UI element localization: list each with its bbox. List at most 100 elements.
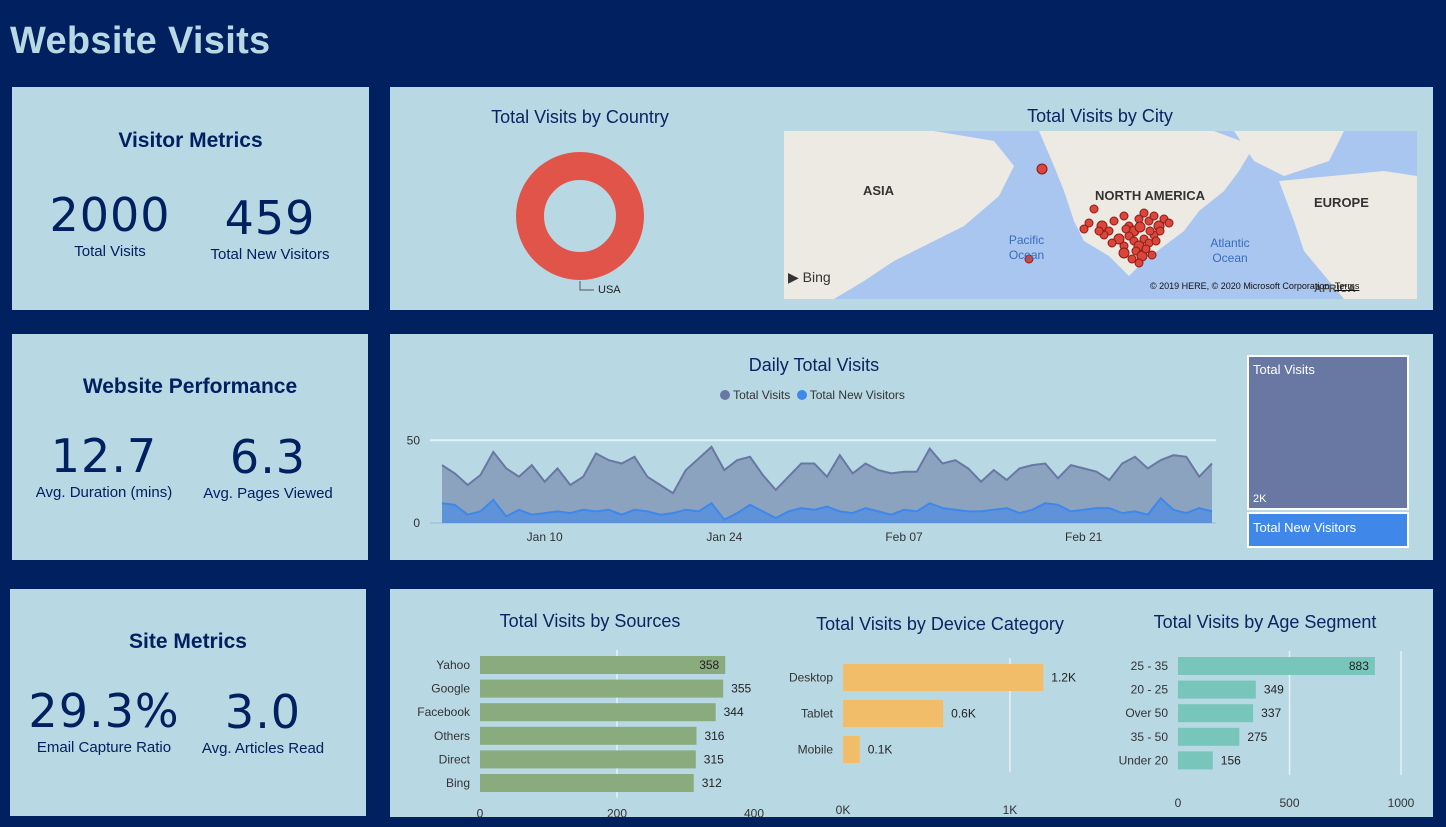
- total-visits-metric: 2000 Total Visits: [20, 189, 200, 260]
- avg-duration-metric: 12.7 Avg. Duration (mins): [14, 430, 194, 501]
- x-tick-label: Feb 21: [1065, 530, 1103, 544]
- city-marker: [1094, 226, 1104, 236]
- site-metrics-card: Site Metrics 29.3% Email Capture Ratio 3…: [10, 589, 366, 816]
- y-tick-label: 50: [407, 433, 421, 447]
- city-marker: [1079, 224, 1089, 234]
- data-label: 1.2K: [1051, 671, 1076, 685]
- bar-35-50: [1178, 727, 1240, 746]
- country-donut-chart: USA: [516, 152, 644, 296]
- city-marker: [1119, 211, 1129, 221]
- legend-new-visitors[interactable]: Total New Visitors: [796, 388, 905, 402]
- map-base: [784, 131, 1417, 299]
- category-label: Google: [431, 682, 470, 696]
- city-marker: [1024, 254, 1034, 264]
- city-marker: [1109, 216, 1119, 226]
- bar-over-50: [1178, 704, 1254, 723]
- bar-25-35: [1178, 657, 1375, 675]
- daily-visits-area-chart: 0 50 Jan 10 Jan 24 Feb 07 Feb 21: [407, 433, 1216, 544]
- category-label: Tablet: [801, 707, 834, 721]
- bing-text: Bing: [802, 269, 831, 285]
- avg-duration-value: 12.7: [50, 429, 158, 483]
- category-label: Facebook: [417, 705, 471, 719]
- visitor-metrics-card: Visitor Metrics 2000 Total Visits 459 To…: [12, 87, 369, 310]
- email-capture-label: Email Capture Ratio: [36, 739, 172, 756]
- daily-visits-legend: Total Visits Total New Visitors: [720, 388, 905, 402]
- avg-articles-label: Avg. Articles Read: [201, 740, 325, 757]
- legend-total-visits[interactable]: Total Visits: [720, 388, 790, 402]
- category-label: Under 20: [1119, 753, 1169, 767]
- city-marker: [1155, 226, 1165, 236]
- donut-leader-line: [579, 281, 594, 291]
- x-tick-label: 200: [607, 807, 627, 817]
- area-fill-new-visitors: [442, 498, 1212, 523]
- city-marker: [1084, 218, 1094, 228]
- bar-bing: [480, 774, 694, 792]
- x-tick-label: 1K: [1003, 803, 1018, 817]
- total-visits-value: 2000: [49, 188, 171, 242]
- map-label-pacific: Pacific Ocean: [1008, 233, 1045, 262]
- city-marker: [1107, 238, 1117, 248]
- x-tick-label: 0: [1175, 796, 1182, 810]
- daily-visits-card: Daily Total Visits Total Visits Total Ne…: [390, 334, 1433, 560]
- category-label: Over 50: [1125, 706, 1168, 720]
- legend-new-visitors-label: Total New Visitors: [809, 388, 905, 402]
- category-label: Direct: [439, 752, 471, 766]
- data-label: 349: [1264, 683, 1284, 697]
- avg-articles-value: 3.0: [224, 685, 302, 739]
- city-marker: [1036, 163, 1048, 175]
- category-label: 20 - 25: [1131, 683, 1169, 697]
- map-copyright-text: © 2019 HERE, © 2020 Microsoft Corporatio…: [1150, 281, 1330, 291]
- city-marker: [1147, 250, 1157, 260]
- bar-mobile: [843, 736, 860, 763]
- map-label-atlantic: Atlantic Ocean: [1210, 236, 1250, 265]
- legend-dot-visits: [720, 390, 730, 400]
- total-new-visitors-label: Total New Visitors: [210, 246, 330, 263]
- data-label: 312: [702, 776, 722, 790]
- data-label: 883: [1349, 659, 1369, 673]
- city-marker: [1134, 221, 1146, 233]
- bar-20-25: [1178, 680, 1256, 699]
- x-tick-label: Jan 10: [527, 530, 563, 544]
- category-label: Others: [434, 729, 470, 743]
- daily-visits-title: Daily Total Visits: [748, 355, 880, 375]
- data-label: 355: [731, 682, 751, 696]
- city-marker: [1127, 254, 1137, 264]
- total-new-visitors-value: 459: [224, 191, 316, 245]
- city-marker: [1151, 236, 1161, 246]
- page-title: Website Visits: [10, 20, 271, 62]
- x-tick-label: 1000: [1388, 796, 1415, 810]
- device-chart-title: Total Visits by Device Category: [816, 614, 1064, 634]
- y-tick-label: 0: [413, 516, 420, 530]
- city-marker: [1141, 244, 1151, 254]
- area-fill-total-visits: [442, 446, 1212, 523]
- city-marker: [1164, 218, 1174, 228]
- bar-under-20: [1178, 751, 1213, 770]
- bar-tablet: [843, 700, 944, 727]
- x-tick-label: 400: [744, 807, 764, 817]
- x-tick-label: 500: [1279, 796, 1299, 810]
- avg-pages-metric: 6.3 Avg. Pages Viewed: [178, 431, 358, 502]
- data-label: 275: [1247, 730, 1267, 744]
- city-marker: [1118, 247, 1130, 259]
- bar-direct: [480, 750, 696, 769]
- bar-desktop: [843, 664, 1044, 691]
- donut-slice-usa[interactable]: [516, 152, 644, 280]
- treemap-total-visits-label: Total Visits: [1253, 362, 1315, 377]
- data-label: 316: [704, 729, 724, 743]
- site-metrics-title: Site Metrics: [129, 630, 247, 653]
- city-map[interactable]: ASIA NORTH AMERICA EUROPE Pacific Ocean …: [784, 131, 1417, 299]
- breakdown-card: Total Visits by Sources Yahoo 358 Google 35…: [390, 589, 1433, 817]
- avg-pages-value: 6.3: [229, 430, 307, 484]
- treemap-new-visitors[interactable]: Total New Visitors: [1247, 512, 1409, 548]
- city-marker: [1089, 204, 1099, 214]
- age-bar-chart: 25 - 35 883 20 - 25 349 Over 50 337 35 - 50 275…: [1119, 651, 1415, 810]
- geo-card: Total Visits by Country USA Total Visits…: [390, 87, 1433, 310]
- treemap-total-visits[interactable]: Total Visits 2K: [1247, 355, 1409, 510]
- land-greenland: [1234, 131, 1344, 176]
- bar-google: [480, 679, 724, 698]
- data-label: 156: [1221, 753, 1241, 767]
- map-label-africa: AFRICA: [1314, 283, 1356, 295]
- map-copyright: © 2019 HERE, © 2020 Microsoft Corporatio…: [1150, 281, 1359, 291]
- map-label-europe: EUROPE: [1314, 195, 1369, 210]
- map-terms-link[interactable]: Terms: [1334, 281, 1360, 291]
